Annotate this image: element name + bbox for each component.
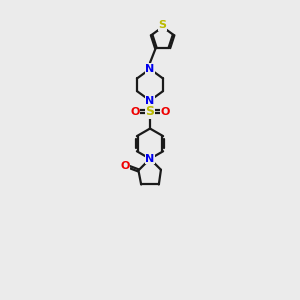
Text: S: S — [146, 105, 154, 118]
Text: O: O — [160, 107, 170, 117]
Text: N: N — [146, 64, 154, 74]
Text: N: N — [146, 154, 154, 164]
Text: S: S — [159, 20, 167, 30]
Text: O: O — [130, 107, 140, 117]
Text: N: N — [146, 96, 154, 106]
Text: O: O — [121, 160, 130, 171]
